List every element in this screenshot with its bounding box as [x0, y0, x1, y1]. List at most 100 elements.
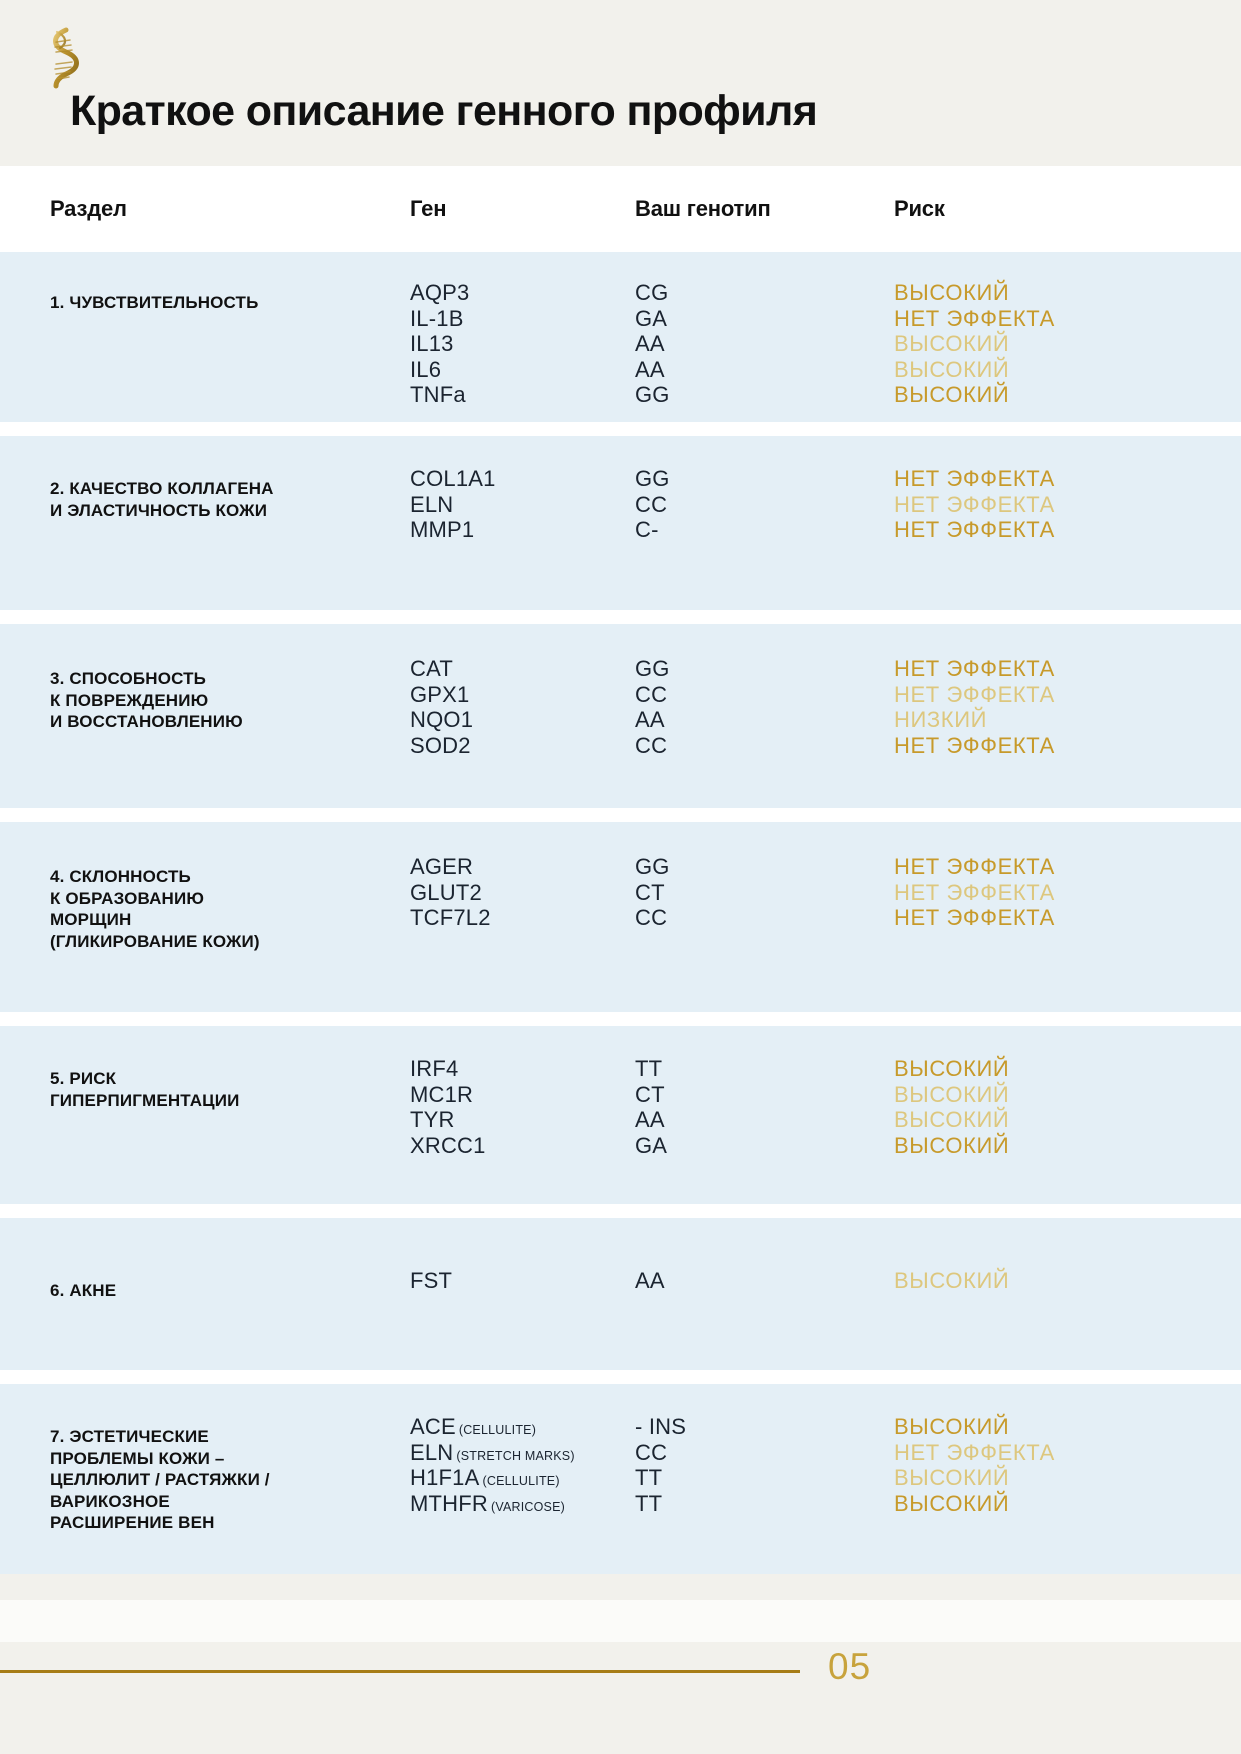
- gene-symbol: GPX1: [410, 681, 470, 707]
- risk-badge: ВЫСОКИЙ: [894, 1081, 1010, 1107]
- section-title-line: ЦЕЛЛЮЛИТ / РАСТЯЖКИ /: [50, 1470, 270, 1489]
- gene-name: GLUT2: [410, 880, 625, 906]
- section-title: 1. ЧУВСТВИТЕЛЬНОСТЬ: [50, 292, 395, 314]
- genotype-column: GG CT CC: [635, 854, 880, 931]
- gene-name: CAT: [410, 656, 625, 682]
- section-band: 7. ЭСТЕТИЧЕСКИЕ ПРОБЛЕМЫ КОЖИ – ЦЕЛЛЮЛИТ /…: [0, 1384, 1241, 1574]
- gene-name: TNFa: [410, 382, 625, 408]
- risk-badge: ВЫСОКИЙ: [894, 1490, 1010, 1516]
- genotype-value: AA: [635, 1107, 665, 1132]
- risk-column: ВЫСОКИЙ: [894, 1268, 1194, 1294]
- genotype-value: GG: [635, 382, 670, 407]
- gene-name: XRCC1: [410, 1133, 625, 1159]
- gene-symbol: FST: [410, 1268, 453, 1293]
- section-title-line: К ПОВРЕЖДЕНИЮ: [50, 690, 209, 710]
- risk-column: НЕТ ЭФФЕКТА НЕТ ЭФФЕКТА НЕТ ЭФФЕКТА: [894, 854, 1194, 931]
- page-number: 05: [828, 1646, 872, 1687]
- section-band: 2. КАЧЕСТВО КОЛЛАГЕНА И ЭЛАСТИЧНОСТЬ КОЖИ…: [0, 436, 1241, 610]
- column-header-risk: Риск: [894, 196, 945, 221]
- genotype-value: CC: [635, 1439, 668, 1465]
- gene-name: TCF7L2: [410, 905, 625, 931]
- section-title-line: 7. ЭСТЕТИЧЕСКИЕ: [50, 1427, 209, 1446]
- gene-column: FST: [410, 1268, 625, 1294]
- section-title-line: 3. СПОСОБНОСТЬ: [50, 669, 206, 688]
- gene-annotation: (CELLULITE): [458, 1423, 537, 1437]
- risk-badge: ВЫСОКИЙ: [894, 1268, 1010, 1293]
- risk-column: ВЫСОКИЙ НЕТ ЭФФЕКТА ВЫСОКИЙ ВЫСОКИЙ: [894, 1414, 1194, 1516]
- genotype-value: C-: [635, 517, 659, 542]
- section-band: 1. ЧУВСТВИТЕЛЬНОСТЬ AQP3 IL-1B IL13 IL6 TNFa C…: [0, 252, 1241, 422]
- genotype-value: TT: [635, 1465, 663, 1490]
- section-title-line: МОРЩИН: [50, 910, 132, 929]
- section-title: 3. СПОСОБНОСТЬ К ПОВРЕЖДЕНИЮ И ВОССТАНОВЛЕ…: [50, 668, 395, 733]
- genotype-value: CT: [635, 1081, 665, 1107]
- gene-symbol: IL-1B: [410, 305, 464, 331]
- column-header-gene: Ген: [410, 196, 447, 221]
- risk-badge: НЕТ ЭФФЕКТА: [894, 656, 1055, 681]
- gene-symbol: NQO1: [410, 707, 474, 732]
- gene-symbol: TCF7L2: [410, 905, 491, 930]
- section-title: 5. РИСК ГИПЕРПИГМЕНТАЦИИ: [50, 1068, 395, 1111]
- section-title-line: 2. КАЧЕСТВО КОЛЛАГЕНА: [50, 479, 274, 498]
- gene-symbol: CAT: [410, 656, 453, 681]
- risk-column: НЕТ ЭФФЕКТА НЕТ ЭФФЕКТА НИЗКИЙ НЕТ ЭФФЕКТА: [894, 656, 1194, 758]
- gene-column: ACE (CELLULITE) ELN (STRETCH MARKS) H1F1A (CE…: [410, 1414, 625, 1516]
- page-header: Краткое описание генного профиля: [0, 0, 1241, 166]
- risk-badge: НЕТ ЭФФЕКТА: [894, 466, 1055, 491]
- gene-name: IL6: [410, 357, 625, 383]
- risk-badge: ВЫСОКИЙ: [894, 280, 1010, 305]
- gene-symbol: MC1R: [410, 1081, 474, 1107]
- gene-symbol: TNFa: [410, 382, 466, 407]
- section-title-line: ГИПЕРПИГМЕНТАЦИИ: [50, 1090, 240, 1110]
- risk-badge: ВЫСОКИЙ: [894, 331, 1010, 356]
- gene-column: IRF4 MC1R TYR XRCC1: [410, 1056, 625, 1158]
- gene-symbol: MTHFR: [410, 1490, 488, 1516]
- genotype-value: TT: [635, 1056, 663, 1081]
- footer-divider: [0, 1670, 800, 1673]
- risk-badge: НИЗКИЙ: [894, 707, 988, 732]
- table-column-headers: Раздел Ген Ваш генотип Риск: [0, 166, 1241, 252]
- gene-name: AQP3: [410, 280, 625, 306]
- genotype-value: GG: [635, 656, 670, 681]
- gene-symbol: IL6: [410, 356, 442, 382]
- genotype-value: AA: [635, 331, 665, 356]
- risk-column: ВЫСОКИЙ ВЫСОКИЙ ВЫСОКИЙ ВЫСОКИЙ: [894, 1056, 1194, 1158]
- gene-symbol: AQP3: [410, 280, 470, 305]
- gene-name: IL-1B: [410, 306, 625, 332]
- risk-badge: НЕТ ЭФФЕКТА: [894, 854, 1055, 879]
- genotype-value: GA: [635, 305, 668, 331]
- risk-badge: НЕТ ЭФФЕКТА: [894, 1439, 1055, 1465]
- risk-column: ВЫСОКИЙ НЕТ ЭФФЕКТА ВЫСОКИЙ ВЫСОКИЙ ВЫСОКИЙ: [894, 280, 1194, 408]
- page-footer: 05: [0, 1600, 1241, 1754]
- gene-symbol: ACE: [410, 1414, 456, 1439]
- gene-symbol: AGER: [410, 854, 474, 879]
- gene-name: AGER: [410, 854, 625, 880]
- section-title: 6. АКНЕ: [50, 1280, 395, 1302]
- genotype-value: - INS: [635, 1414, 687, 1439]
- gene-name: NQO1: [410, 707, 625, 733]
- genotype-value: CT: [635, 879, 665, 905]
- risk-badge: НЕТ ЭФФЕКТА: [894, 905, 1055, 930]
- genotype-value: CG: [635, 280, 669, 305]
- gene-column: AQP3 IL-1B IL13 IL6 TNFa: [410, 280, 625, 408]
- genotype-value: CC: [635, 905, 668, 930]
- section-title-line: РАСШИРЕНИЕ ВЕН: [50, 1513, 215, 1532]
- genotype-column: TT CT AA GA: [635, 1056, 880, 1158]
- genotype-column: GG CC C-: [635, 466, 880, 543]
- section-title-line: 1. ЧУВСТВИТЕЛЬНОСТЬ: [50, 293, 259, 312]
- section-title-line: И ЭЛАСТИЧНОСТЬ КОЖИ: [50, 500, 268, 520]
- gene-name: H1F1A (CELLULITE): [410, 1465, 625, 1491]
- gene-symbol: MMP1: [410, 517, 475, 542]
- genotype-column: AA: [635, 1268, 880, 1294]
- genotype-value: AA: [635, 1268, 665, 1293]
- gene-name: COL1A1: [410, 466, 625, 492]
- section-title-line: К ОБРАЗОВАНИЮ: [50, 888, 204, 908]
- risk-badge: ВЫСОКИЙ: [894, 382, 1010, 407]
- risk-badge: НЕТ ЭФФЕКТА: [894, 305, 1055, 331]
- gene-name: IL13: [410, 331, 625, 357]
- genotype-column: GG CC AA CC: [635, 656, 880, 758]
- gene-name: GPX1: [410, 682, 625, 708]
- risk-badge: НЕТ ЭФФЕКТА: [894, 491, 1055, 517]
- genotype-value: CC: [635, 681, 668, 707]
